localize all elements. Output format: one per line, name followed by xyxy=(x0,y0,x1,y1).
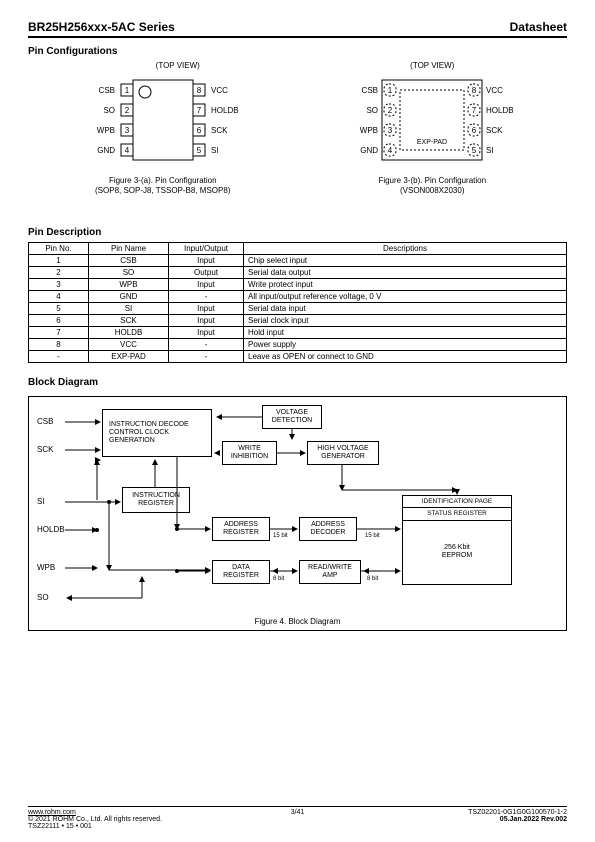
header-series: BR25H256xxx-5AC Series xyxy=(28,20,175,34)
svg-text:HOLDB: HOLDB xyxy=(486,106,514,115)
table-row: 7HOLDBInputHold input xyxy=(29,326,567,338)
table-row: 6SCKInputSerial clock input xyxy=(29,314,567,326)
lbl-15bit-2: 15 bit xyxy=(365,533,380,539)
table-row: 3WPBInputWrite protect input xyxy=(29,278,567,290)
pin-desc-table: Pin No. Pin Name Input/Output Descriptio… xyxy=(28,242,567,363)
pin-config-row: (TOP VIEW) CSB 1 SO 2 WPB 3 GND 4 VCC 8 HOLDB… xyxy=(28,61,567,197)
sig-sck: SCK xyxy=(37,445,53,454)
svg-text:SCK: SCK xyxy=(211,126,228,135)
fig3b-caption: Figure 3-(b). Pin Configuration (VSON008… xyxy=(298,176,568,197)
col-pin-name: Pin Name xyxy=(89,242,169,254)
node-winh: WRITE INHIBITION xyxy=(222,441,277,465)
node-adec: ADDRESS DECODER xyxy=(299,517,357,541)
svg-text:SI: SI xyxy=(211,146,219,155)
sig-si: SI xyxy=(37,497,45,506)
table-row: 5SIInputSerial data input xyxy=(29,302,567,314)
lbl-8bit-2: 8 bit xyxy=(367,576,378,582)
node-eeprom: 256 Kbit EEPROM xyxy=(442,521,472,584)
footer-right: TSZ02201-0G1G0G100570-1-2 05.Jan.2022 Re… xyxy=(468,809,567,830)
svg-text:HOLDB: HOLDB xyxy=(211,106,239,115)
svg-text:SO: SO xyxy=(367,106,379,115)
pin-config-b: (TOP VIEW) EXP-PAD CSB 1 SO 2 WPB 3 GND 4 VC… xyxy=(298,61,568,197)
footer-left: www.rohm.com © 2021 ROHM Co., Ltd. All r… xyxy=(28,809,162,830)
svg-text:WPB: WPB xyxy=(360,126,378,135)
table-row: 1CSBInputChip select input xyxy=(29,254,567,266)
header-doc: Datasheet xyxy=(510,20,567,34)
header: BR25H256xxx-5AC Series Datasheet xyxy=(28,20,567,38)
svg-text:CSB: CSB xyxy=(98,86,114,95)
table-row: 2SOOutputSerial data output xyxy=(29,266,567,278)
node-memory: IDENTIFICATION PAGE STATUS REGISTER 256 … xyxy=(402,495,512,585)
svg-text:3: 3 xyxy=(125,126,130,135)
block-diagram: CSB SCK SI HOLDB WPB SO INSTRUCTION DECO… xyxy=(37,405,558,615)
svg-text:SCK: SCK xyxy=(486,126,503,135)
svg-text:4: 4 xyxy=(388,146,393,155)
svg-text:CSB: CSB xyxy=(362,86,378,95)
fig3a-caption: Figure 3-(a). Pin Configuration (SOP8, S… xyxy=(28,176,298,197)
svg-text:4: 4 xyxy=(125,146,130,155)
lbl-8bit-1: 8 bit xyxy=(273,576,284,582)
svg-text:1: 1 xyxy=(388,86,393,95)
topview-b: (TOP VIEW) xyxy=(298,61,568,70)
node-rwa: READ/WRITE AMP xyxy=(299,560,361,584)
svg-text:6: 6 xyxy=(472,126,477,135)
sig-csb: CSB xyxy=(37,417,53,426)
footer-tsz: TSZ22111 • 15 • 001 xyxy=(28,823,162,830)
svg-text:VCC: VCC xyxy=(486,86,503,95)
svg-text:GND: GND xyxy=(97,146,115,155)
footer-date: 05.Jan.2022 Rev.002 xyxy=(468,816,567,823)
col-desc: Descriptions xyxy=(244,242,567,254)
footer-copyright: © 2021 ROHM Co., Ltd. All rights reserve… xyxy=(28,816,162,823)
col-io: Input/Output xyxy=(169,242,244,254)
table-row: 4GND-All input/output reference voltage,… xyxy=(29,290,567,302)
sig-so: SO xyxy=(37,593,49,602)
svg-text:8: 8 xyxy=(197,86,202,95)
svg-text:SO: SO xyxy=(103,106,115,115)
svg-text:SI: SI xyxy=(486,146,494,155)
node-hvg: HIGH VOLTAGE GENERATOR xyxy=(307,441,379,465)
table-row: 8VCC-Power supply xyxy=(29,338,567,350)
svg-text:8: 8 xyxy=(472,86,477,95)
pin-desc-title: Pin Description xyxy=(28,227,567,238)
svg-text:5: 5 xyxy=(197,146,202,155)
sig-wpb: WPB xyxy=(37,563,55,572)
svg-text:5: 5 xyxy=(472,146,477,155)
fig4-caption: Figure 4. Block Diagram xyxy=(37,617,558,626)
svg-text:3: 3 xyxy=(388,126,393,135)
node-statreg: STATUS REGISTER xyxy=(403,508,511,520)
node-idpage: IDENTIFICATION PAGE xyxy=(403,496,511,508)
svg-text:1: 1 xyxy=(125,86,130,95)
footer-url: www.rohm.com xyxy=(28,809,162,816)
block-title: Block Diagram xyxy=(28,377,567,388)
table-row: -EXP-PAD-Leave as OPEN or connect to GND xyxy=(29,350,567,362)
lbl-15bit-1: 15 bit xyxy=(273,533,288,539)
svg-text:WPB: WPB xyxy=(97,126,115,135)
block-diagram-frame: CSB SCK SI HOLDB WPB SO INSTRUCTION DECO… xyxy=(28,396,567,631)
svg-text:GND: GND xyxy=(360,146,378,155)
svg-text:7: 7 xyxy=(472,106,477,115)
svg-text:2: 2 xyxy=(388,106,393,115)
node-vdet: VOLTAGE DETECTION xyxy=(262,405,322,429)
chip-a-svg: CSB 1 SO 2 WPB 3 GND 4 VCC 8 HOLDB 7 SCK 6 SI 5 xyxy=(63,70,263,170)
node-areg: ADDRESS REGISTER xyxy=(212,517,270,541)
pin-config-a: (TOP VIEW) CSB 1 SO 2 WPB 3 GND 4 VCC 8 HOLDB… xyxy=(28,61,298,197)
footer-code: TSZ02201-0G1G0G100570-1-2 xyxy=(468,809,567,816)
svg-text:7: 7 xyxy=(197,106,202,115)
table-header-row: Pin No. Pin Name Input/Output Descriptio… xyxy=(29,242,567,254)
chip-b-svg: EXP-PAD CSB 1 SO 2 WPB 3 GND 4 VCC 8 HOLDB 7 S… xyxy=(322,70,542,170)
sig-holdb: HOLDB xyxy=(37,525,65,534)
node-dreg: DATA REGISTER xyxy=(212,560,270,584)
svg-text:VCC: VCC xyxy=(211,86,228,95)
svg-text:EXP-PAD: EXP-PAD xyxy=(417,139,447,146)
pin-config-title: Pin Configurations xyxy=(28,46,567,57)
svg-text:2: 2 xyxy=(125,106,130,115)
page: BR25H256xxx-5AC Series Datasheet Pin Con… xyxy=(0,0,595,842)
node-ireg: INSTRUCTION REGISTER xyxy=(122,487,190,513)
footer: www.rohm.com © 2021 ROHM Co., Ltd. All r… xyxy=(28,806,567,830)
col-pin-no: Pin No. xyxy=(29,242,89,254)
node-idccg: INSTRUCTION DECODE CONTROL CLOCK GENERAT… xyxy=(102,409,212,457)
topview-a: (TOP VIEW) xyxy=(58,61,298,70)
svg-text:6: 6 xyxy=(197,126,202,135)
footer-page: 3/41 xyxy=(291,809,305,816)
